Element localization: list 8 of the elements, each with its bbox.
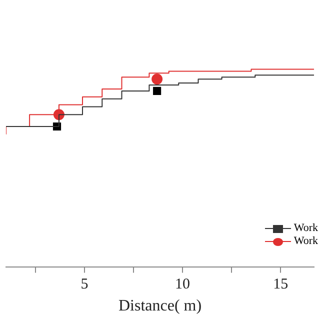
x-axis-title: Distance( m) bbox=[118, 298, 202, 315]
point bbox=[153, 86, 162, 95]
legend-label: Work bbox=[294, 235, 318, 248]
point bbox=[152, 74, 163, 85]
x-tick-label: 5 bbox=[80, 276, 88, 293]
x-tick-label: 15 bbox=[273, 276, 288, 293]
x-tick-label: 10 bbox=[175, 276, 190, 293]
legend-label: Work bbox=[294, 222, 318, 235]
